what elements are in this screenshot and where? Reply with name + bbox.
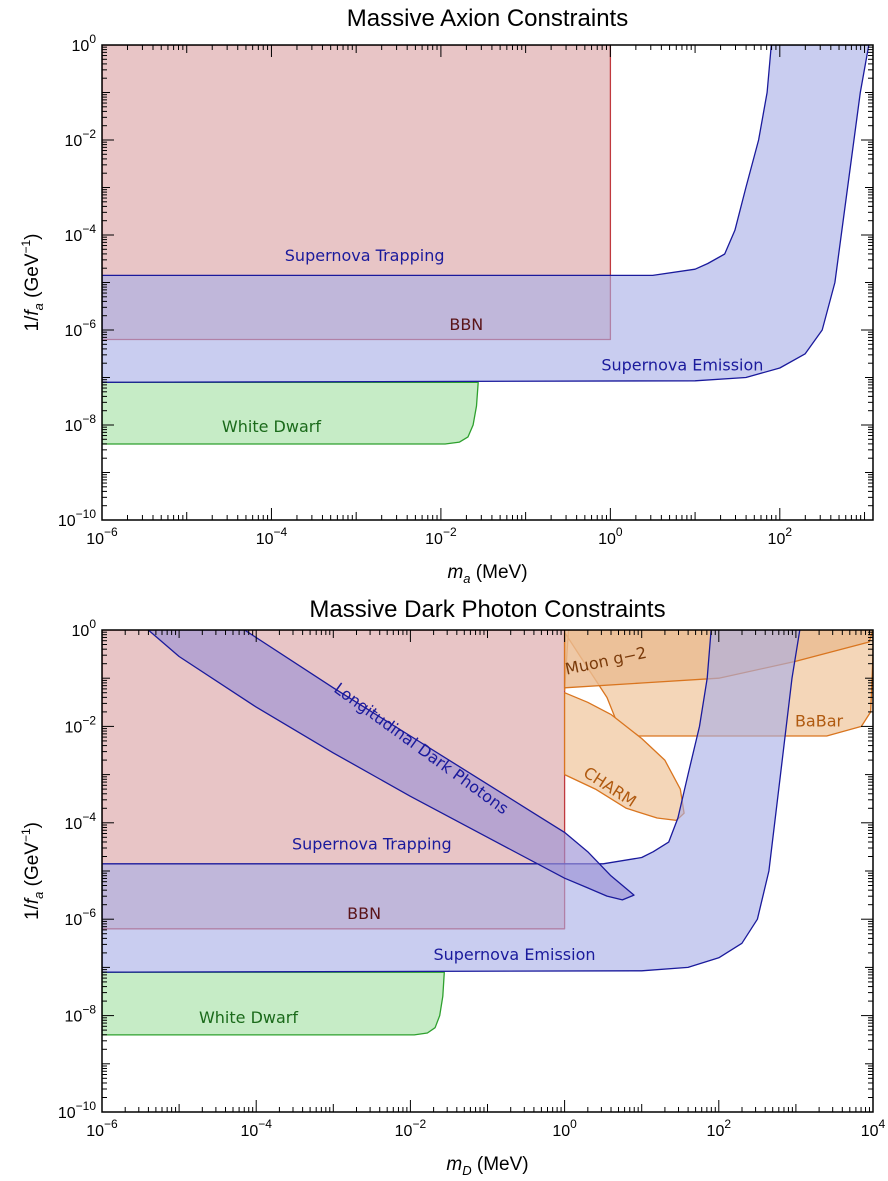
region-label-babar: BaBar xyxy=(795,711,844,730)
x-tick-label: 10−4 xyxy=(256,525,288,548)
region-label-bbn: BBN xyxy=(449,315,483,334)
y-tick-label: 10−8 xyxy=(65,1003,97,1026)
plot-regions xyxy=(102,630,873,1036)
x-tick-label: 10−6 xyxy=(86,525,118,548)
region-white-dwarf xyxy=(102,971,445,1036)
region-supernova-emission-trapping xyxy=(102,630,801,973)
y-tick-label: 10−6 xyxy=(65,906,97,929)
x-tick-label: 102 xyxy=(768,525,793,548)
x-tick-label: 100 xyxy=(552,1117,577,1140)
y-tick-label: 10−2 xyxy=(65,127,97,150)
x-tick-label: 10−6 xyxy=(86,1117,118,1140)
x-tick-label: 100 xyxy=(598,525,623,548)
x-tick-label: 102 xyxy=(707,1117,732,1140)
region-label-supernova-emission: Supernova Emission xyxy=(601,355,763,374)
x-tick-label: 10−2 xyxy=(395,1117,427,1140)
plot-regions xyxy=(102,45,870,445)
y-tick-label: 10−10 xyxy=(58,507,96,530)
region-label-supernova-trapping: Supernova Trapping xyxy=(292,834,452,853)
y-tick-label: 100 xyxy=(72,617,97,640)
chart-0: Massive Axion Constraints BBN White Dwarf S… xyxy=(19,5,874,586)
region-longitudinal-dark-photons xyxy=(147,630,635,901)
y-tick-label: 10−10 xyxy=(58,1099,96,1122)
region-label-white-dwarf: White Dwarf xyxy=(199,1008,298,1027)
x-axis-label: mD (MeV) xyxy=(446,1154,528,1178)
x-axis-label: ma (MeV) xyxy=(447,562,527,586)
region-label-supernova-trapping: Supernova Trapping xyxy=(285,246,445,265)
y-tick-label: 10−2 xyxy=(65,713,97,736)
y-tick-label: 100 xyxy=(72,32,97,55)
y-tick-label: 10−8 xyxy=(65,412,97,435)
x-tick-label: 104 xyxy=(861,1117,886,1140)
region-label-white-dwarf: White Dwarf xyxy=(222,417,321,436)
chart-title: Massive Axion Constraints xyxy=(347,5,628,32)
chart-title: Massive Dark Photon Constraints xyxy=(309,596,665,623)
region-label-bbn: BBN xyxy=(347,904,381,923)
region-white-dwarf xyxy=(102,381,479,445)
y-tick-label: 10−6 xyxy=(65,317,97,340)
ticks xyxy=(101,630,873,1113)
y-axis-label: 1/fa (GeV−1) xyxy=(19,822,46,920)
y-tick-label: 10−4 xyxy=(65,222,97,245)
x-tick-label: 10−4 xyxy=(240,1117,272,1140)
region-supernova-emission-trapping xyxy=(102,45,870,383)
region-label-supernova-emission: Supernova Emission xyxy=(433,945,595,964)
chart-1: Massive Dark Photon ConstraintsBBNBaBarC… xyxy=(19,596,886,1178)
y-axis-label: 1/fa (GeV−1) xyxy=(19,233,46,331)
x-tick-label: 10−2 xyxy=(425,525,457,548)
ticks xyxy=(101,45,873,521)
y-tick-label: 10−4 xyxy=(65,810,97,833)
